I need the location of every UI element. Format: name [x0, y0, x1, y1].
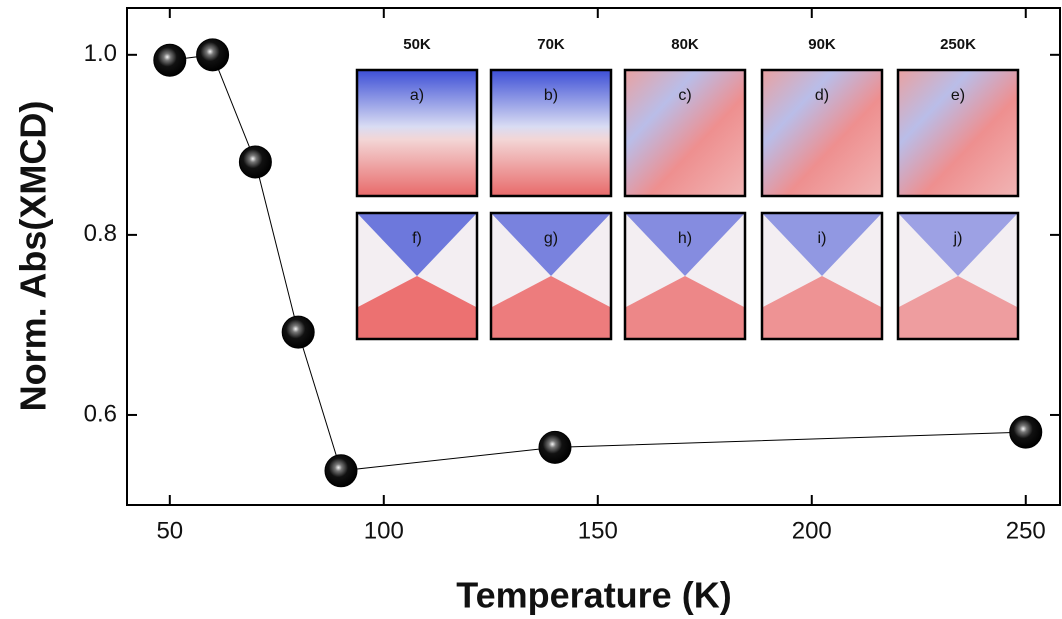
panel-border [355, 211, 479, 341]
panel-domain [491, 213, 611, 276]
panel-label: h) [678, 230, 692, 247]
panel-label: j) [953, 230, 963, 247]
panel-label: f) [412, 230, 422, 247]
y-tick-label: 1.0 [84, 40, 117, 67]
panel-label: e) [951, 87, 965, 104]
panel-border [489, 68, 613, 198]
panel-label: a) [410, 87, 424, 104]
panel-image [898, 70, 1018, 196]
panel-label: i) [818, 230, 827, 247]
x-tick-label: 250 [1006, 517, 1046, 544]
x-tick-label: 150 [578, 517, 618, 544]
panel-label: d) [815, 87, 829, 104]
panel-domain [762, 213, 882, 276]
y-axis-title: Norm. Abs(XMCD) [13, 101, 54, 412]
panel-domain [625, 213, 745, 276]
panel-image [762, 70, 882, 196]
y-tick-label: 0.8 [84, 220, 117, 247]
data-point [238, 145, 272, 179]
panel-border [760, 68, 884, 198]
column-label: 80K [671, 36, 699, 53]
inset-panels: 50K 70K 80K 90K 250K a) b) c) d) e) f) g) h) i) j) [355, 36, 1020, 341]
x-tick-label: 50 [156, 517, 183, 544]
data-point [196, 38, 230, 72]
panel-border [760, 211, 884, 341]
data-point [538, 430, 572, 464]
data-point [1009, 415, 1043, 449]
data-point [281, 315, 315, 349]
panel-label: c) [678, 87, 691, 104]
panel-domain [357, 276, 477, 339]
panel-domain [491, 276, 611, 339]
panel-border [489, 211, 613, 341]
panel-border [623, 211, 747, 341]
panel-border [355, 68, 479, 198]
panel-border [896, 211, 1020, 341]
x-tick-label: 100 [364, 517, 404, 544]
panel-image [491, 70, 611, 196]
column-label: 70K [537, 36, 565, 53]
panel-domain [357, 213, 477, 276]
data-point [324, 454, 358, 488]
panel-border [896, 68, 1020, 198]
data-point [153, 43, 187, 77]
panel-domain [762, 276, 882, 339]
column-label: 250K [940, 36, 976, 53]
column-label: 50K [403, 36, 431, 53]
panel-label: g) [544, 230, 558, 247]
panel-image [625, 70, 745, 196]
panel-domain [898, 213, 1018, 276]
panel-image [357, 70, 477, 196]
panel-domain [625, 276, 745, 339]
panel-label: b) [544, 87, 558, 104]
y-tick-label: 0.6 [84, 400, 117, 427]
column-label: 90K [808, 36, 836, 53]
panel-domain [898, 276, 1018, 339]
plot-frame [126, 7, 1061, 506]
panel-border [623, 68, 747, 198]
x-axis-title: Temperature (K) [456, 575, 731, 616]
x-tick-label: 200 [792, 517, 832, 544]
